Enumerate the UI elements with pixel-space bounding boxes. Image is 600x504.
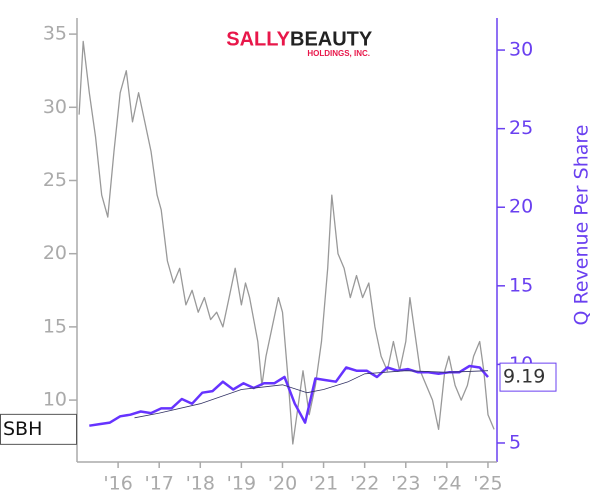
logo-b: BEAUTY <box>290 28 373 50</box>
x-tick-label: '20 <box>268 473 297 495</box>
y-tick-label: 25 <box>43 169 67 191</box>
x-tick-label: '18 <box>186 473 215 495</box>
y2-tick-label: 15 <box>509 274 533 296</box>
x-tick-label: '23 <box>391 473 420 495</box>
y2-tick-label: 20 <box>509 196 533 218</box>
series-line <box>134 370 489 419</box>
x-tick-label: '24 <box>432 473 461 495</box>
logo-sub: HOLDINGS, INC. <box>307 49 370 58</box>
value-box <box>499 362 557 392</box>
y-tick-label: 35 <box>43 23 67 45</box>
y2-tick-label: 30 <box>509 39 533 61</box>
logo-a: SALLY <box>226 28 290 50</box>
ticker-box <box>0 413 77 445</box>
x-tick-label: '19 <box>227 473 256 495</box>
y-tick-label: 20 <box>43 242 67 264</box>
y2-tick-label: 25 <box>509 117 533 139</box>
ticker-label: SBH <box>3 418 42 440</box>
y-tick-label: 10 <box>43 389 67 411</box>
y2-tick-label: 5 <box>509 431 521 453</box>
y-tick-label: 15 <box>43 315 67 337</box>
x-tick-label: '17 <box>144 473 173 495</box>
y-tick-label: 30 <box>43 96 67 118</box>
y2-axis-title: Q Revenue Per Share <box>571 125 593 326</box>
x-tick-label: '25 <box>473 473 502 495</box>
value-label: 9.19 <box>503 366 545 388</box>
series-line <box>89 364 489 427</box>
x-tick-label: '21 <box>309 473 338 495</box>
x-tick-label: '22 <box>350 473 379 495</box>
x-tick-label: '16 <box>103 473 132 495</box>
